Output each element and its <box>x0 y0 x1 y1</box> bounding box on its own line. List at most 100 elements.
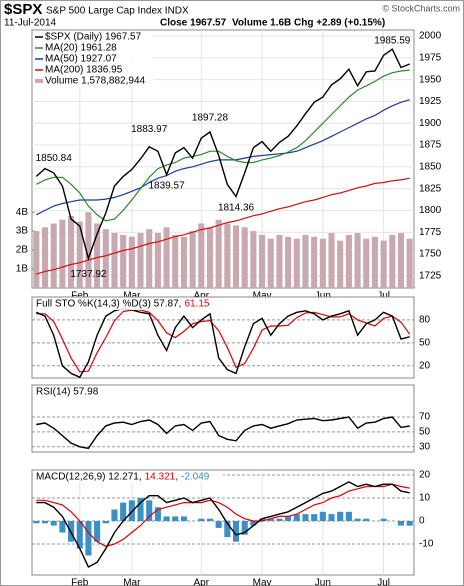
bar <box>363 238 370 288</box>
bar <box>276 518 283 522</box>
credit: © StockCharts.com <box>382 3 460 13</box>
bar <box>363 518 370 522</box>
bar <box>241 227 248 288</box>
bar <box>267 518 274 522</box>
bar <box>406 521 413 526</box>
bar <box>328 232 335 288</box>
x-tick-label: Jul <box>377 578 390 586</box>
bar <box>154 232 161 288</box>
bar <box>285 236 292 288</box>
bar <box>206 518 214 522</box>
bar <box>397 521 405 526</box>
y-tick-label: 50 <box>419 337 431 348</box>
bar <box>215 521 222 528</box>
y-tick-label: 1750 <box>419 249 442 260</box>
y-tick-label: -10 <box>419 539 434 550</box>
legend-entry: -2.049 <box>181 472 210 483</box>
y-tick-label: 1850 <box>419 161 442 172</box>
y-tick-label: 1950 <box>419 74 442 85</box>
legend-entry: Volume 1,578,882,944 <box>45 76 146 87</box>
legend-entry: MACD(12,26,9) 12.271, <box>36 472 142 483</box>
annotation: 1897.28 <box>192 112 229 123</box>
series-line <box>36 307 410 379</box>
bar <box>85 521 92 556</box>
bar <box>111 232 118 288</box>
bar <box>120 234 127 288</box>
bar <box>371 236 378 288</box>
bar <box>154 507 161 522</box>
y-tick-label: 1875 <box>419 140 442 151</box>
bar <box>41 227 49 288</box>
bar <box>328 514 335 522</box>
x-tick-label: Jun <box>315 291 331 302</box>
bar <box>345 511 352 522</box>
annotation: 1814.36 <box>218 203 255 214</box>
y-tick-label: 30 <box>419 441 431 452</box>
series-line <box>35 48 410 261</box>
bar <box>128 236 135 288</box>
bar <box>276 234 283 288</box>
bar <box>302 234 309 288</box>
bar <box>311 236 318 288</box>
annotation: 1850.84 <box>36 153 73 164</box>
legend-entry: Full STO %K(14,3) %D(3) 57.87, <box>36 299 181 310</box>
bar <box>76 221 83 288</box>
bar <box>215 219 222 288</box>
y-tick-label: 1725 <box>419 270 442 281</box>
y2-tick-label: 2B <box>16 245 29 256</box>
bar <box>85 212 92 288</box>
x-tick-label: May <box>253 291 272 302</box>
close: Close 1967.57 <box>160 18 227 29</box>
bar <box>137 498 144 522</box>
legend-box <box>33 471 223 483</box>
bar <box>180 516 187 522</box>
bar <box>163 516 170 522</box>
y-tick-label: 20 <box>419 360 431 371</box>
bar <box>259 518 266 522</box>
x-tick-label: Jul <box>377 291 390 302</box>
bar <box>59 219 66 288</box>
y2-tick-label: 4B <box>16 207 29 218</box>
volume: Volume 1.6B <box>232 18 291 29</box>
y2-tick-label: 3B <box>16 226 29 237</box>
y-tick-label: 1925 <box>419 96 442 107</box>
legend-entry: MA(20) 1961.28 <box>45 43 117 54</box>
bar <box>163 227 170 288</box>
x-tick-label: Mar <box>123 291 141 302</box>
bar <box>232 225 240 288</box>
bar <box>198 223 205 288</box>
y-tick-label: 20 <box>419 470 431 481</box>
change: Chg +2.89 (+0.15%) <box>294 18 385 29</box>
y-tick-label: 50 <box>419 427 431 438</box>
bar <box>345 234 352 288</box>
y-tick-label: 2000 <box>419 31 442 42</box>
legend-entry: RSI(14) 57.98 <box>36 387 99 398</box>
series-line <box>36 416 410 450</box>
series-line <box>36 481 410 568</box>
annotation: 1839.57 <box>148 181 185 192</box>
bar <box>319 238 326 288</box>
legend-entry: 61.15 <box>184 299 209 310</box>
bar <box>146 229 153 288</box>
bar <box>33 521 40 524</box>
bar <box>172 234 179 288</box>
bar <box>259 234 266 288</box>
bar <box>293 514 300 522</box>
legend-box <box>33 386 223 398</box>
y-tick-label: 10 <box>419 493 431 504</box>
annotation: 1985.59 <box>374 35 411 46</box>
bar <box>319 511 326 522</box>
bar <box>302 514 309 522</box>
x-tick-label: Apr <box>194 291 210 302</box>
legend-entry: $SPX (Daily) 1967.57 <box>45 32 142 43</box>
annotation: 1737.92 <box>70 269 107 280</box>
y-tick-label: 1900 <box>419 118 442 129</box>
x-tick-label: Apr <box>194 578 210 586</box>
series-line <box>36 69 410 222</box>
legend-entry: MA(200) 1836.95 <box>45 65 123 76</box>
y-tick-label: 80 <box>419 315 431 326</box>
bar <box>59 521 66 533</box>
bar <box>137 232 144 288</box>
y-tick-label: 70 <box>419 412 431 423</box>
bar <box>232 521 240 542</box>
